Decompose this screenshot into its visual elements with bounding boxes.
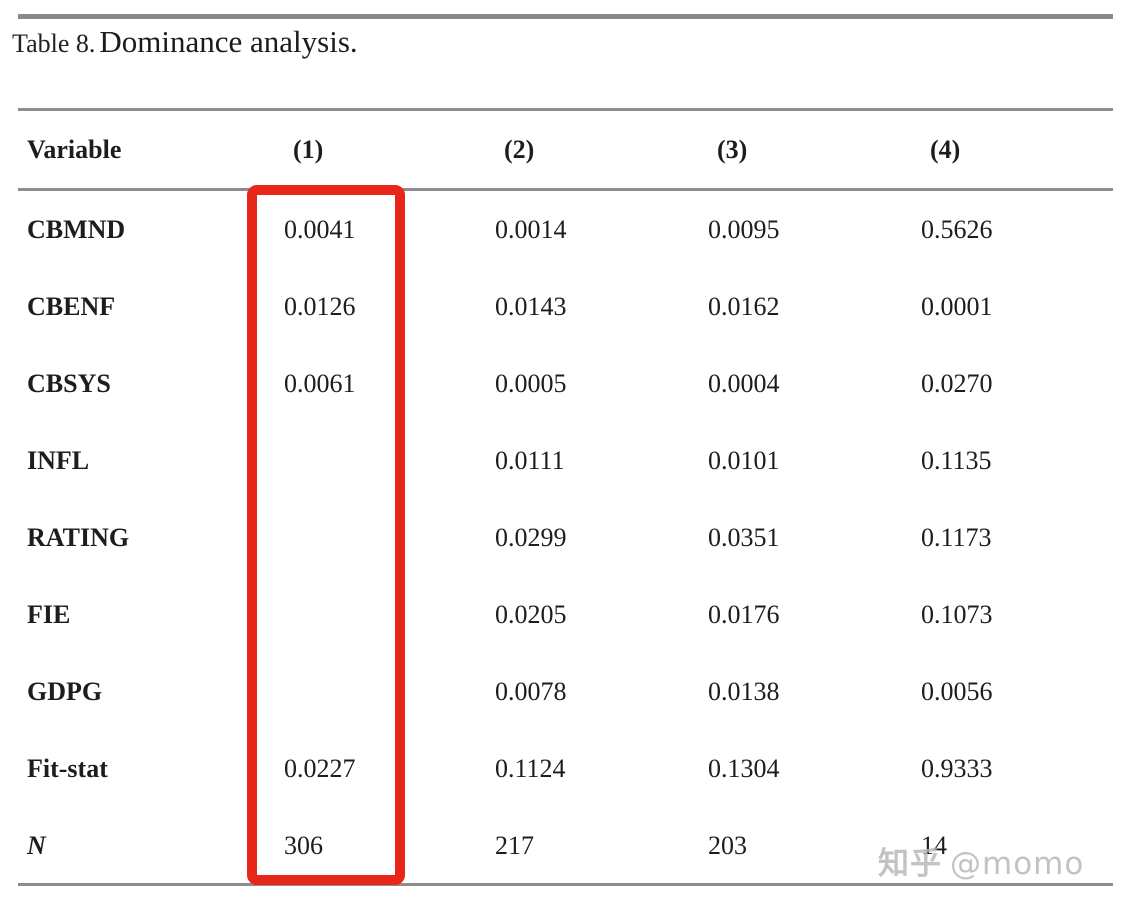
table-row: CBSYS 0.0061 0.0005 0.0004 0.0270 (20, 345, 1113, 422)
row-label: N (27, 830, 46, 860)
table-caption: Table 8. Dominance analysis. (12, 24, 358, 60)
row-label: Fit-stat (27, 753, 108, 783)
cell-value: 0.5626 (921, 214, 993, 244)
cell-value: 0.1073 (921, 599, 993, 629)
table-body: CBMND 0.0041 0.0014 0.0095 0.5626 CBENF 0.0126… (20, 191, 1113, 884)
column-header-variable: Variable (27, 134, 122, 164)
table-row: FIE 0.0205 0.0176 0.1073 (20, 576, 1113, 653)
cell-value: 0.0162 (708, 291, 780, 321)
table-title: Dominance analysis. (99, 24, 358, 59)
table-row: RATING 0.0299 0.0351 0.1173 (20, 499, 1113, 576)
cell-value: 0.0004 (708, 368, 780, 398)
cell-value: 0.0041 (284, 214, 356, 244)
cell-value: 0.0056 (921, 676, 993, 706)
cell-value: 217 (495, 830, 534, 860)
red-highlight-rectangle (247, 185, 405, 885)
cell-value: 0.0299 (495, 522, 567, 552)
row-label: CBMND (27, 214, 126, 244)
rule-under-header (18, 188, 1113, 191)
table-row: N 306 217 203 14 (20, 807, 1113, 884)
row-label: INFL (27, 445, 90, 475)
cell-value: 0.0005 (495, 368, 567, 398)
column-header-3: (3) (717, 134, 748, 164)
table-number: Table 8. (12, 29, 96, 58)
cell-value: 0.0061 (284, 368, 356, 398)
row-label: RATING (27, 522, 130, 552)
table-row: Fit-stat 0.0227 0.1124 0.1304 0.9333 (20, 730, 1113, 807)
cell-value: 0.1304 (708, 753, 780, 783)
cell-value: 0.1173 (921, 522, 992, 552)
watermark: 知乎 @momo (878, 838, 1084, 883)
cell-value: 0.0270 (921, 368, 993, 398)
cell-value: 0.0126 (284, 291, 356, 321)
cell-value: 0.0014 (495, 214, 567, 244)
cell-value: 0.9333 (921, 753, 993, 783)
row-label: FIE (27, 599, 71, 629)
table-row: CBENF 0.0126 0.0143 0.0162 0.0001 (20, 268, 1113, 345)
cell-value: 0.0351 (708, 522, 780, 552)
cell-value: 0.0078 (495, 676, 567, 706)
watermark-username: @momo (950, 846, 1085, 882)
cell-value: 0.1124 (495, 753, 566, 783)
cell-value: 0.0001 (921, 291, 993, 321)
cell-value: 0.0227 (284, 753, 356, 783)
cell-value: 0.0101 (708, 445, 780, 475)
cell-value: 306 (284, 830, 323, 860)
cell-value: 14 (921, 830, 947, 860)
row-label: CBSYS (27, 368, 111, 398)
cell-value: 0.0205 (495, 599, 567, 629)
watermark-zhihu-logo: 知乎 (878, 846, 942, 882)
column-header-2: (2) (504, 134, 535, 164)
cell-value: 0.0138 (708, 676, 780, 706)
row-label: GDPG (27, 676, 103, 706)
cell-value: 0.0095 (708, 214, 780, 244)
bottom-rule (18, 883, 1113, 886)
rule-under-title (18, 108, 1113, 111)
cell-value: 203 (708, 830, 747, 860)
top-rule (18, 14, 1113, 19)
column-header-4: (4) (930, 134, 961, 164)
table-row: GDPG 0.0078 0.0138 0.0056 (20, 653, 1113, 730)
table-header-row: Variable (1) (2) (3) (4) (20, 111, 1113, 188)
cell-value: 0.0111 (495, 445, 565, 475)
table-row: CBMND 0.0041 0.0014 0.0095 0.5626 (20, 191, 1113, 268)
table-row: INFL 0.0111 0.0101 0.1135 (20, 422, 1113, 499)
column-header-1: (1) (293, 134, 324, 164)
cell-value: 0.1135 (921, 445, 992, 475)
cell-value: 0.0176 (708, 599, 780, 629)
cell-value: 0.0143 (495, 291, 567, 321)
row-label: CBENF (27, 291, 116, 321)
